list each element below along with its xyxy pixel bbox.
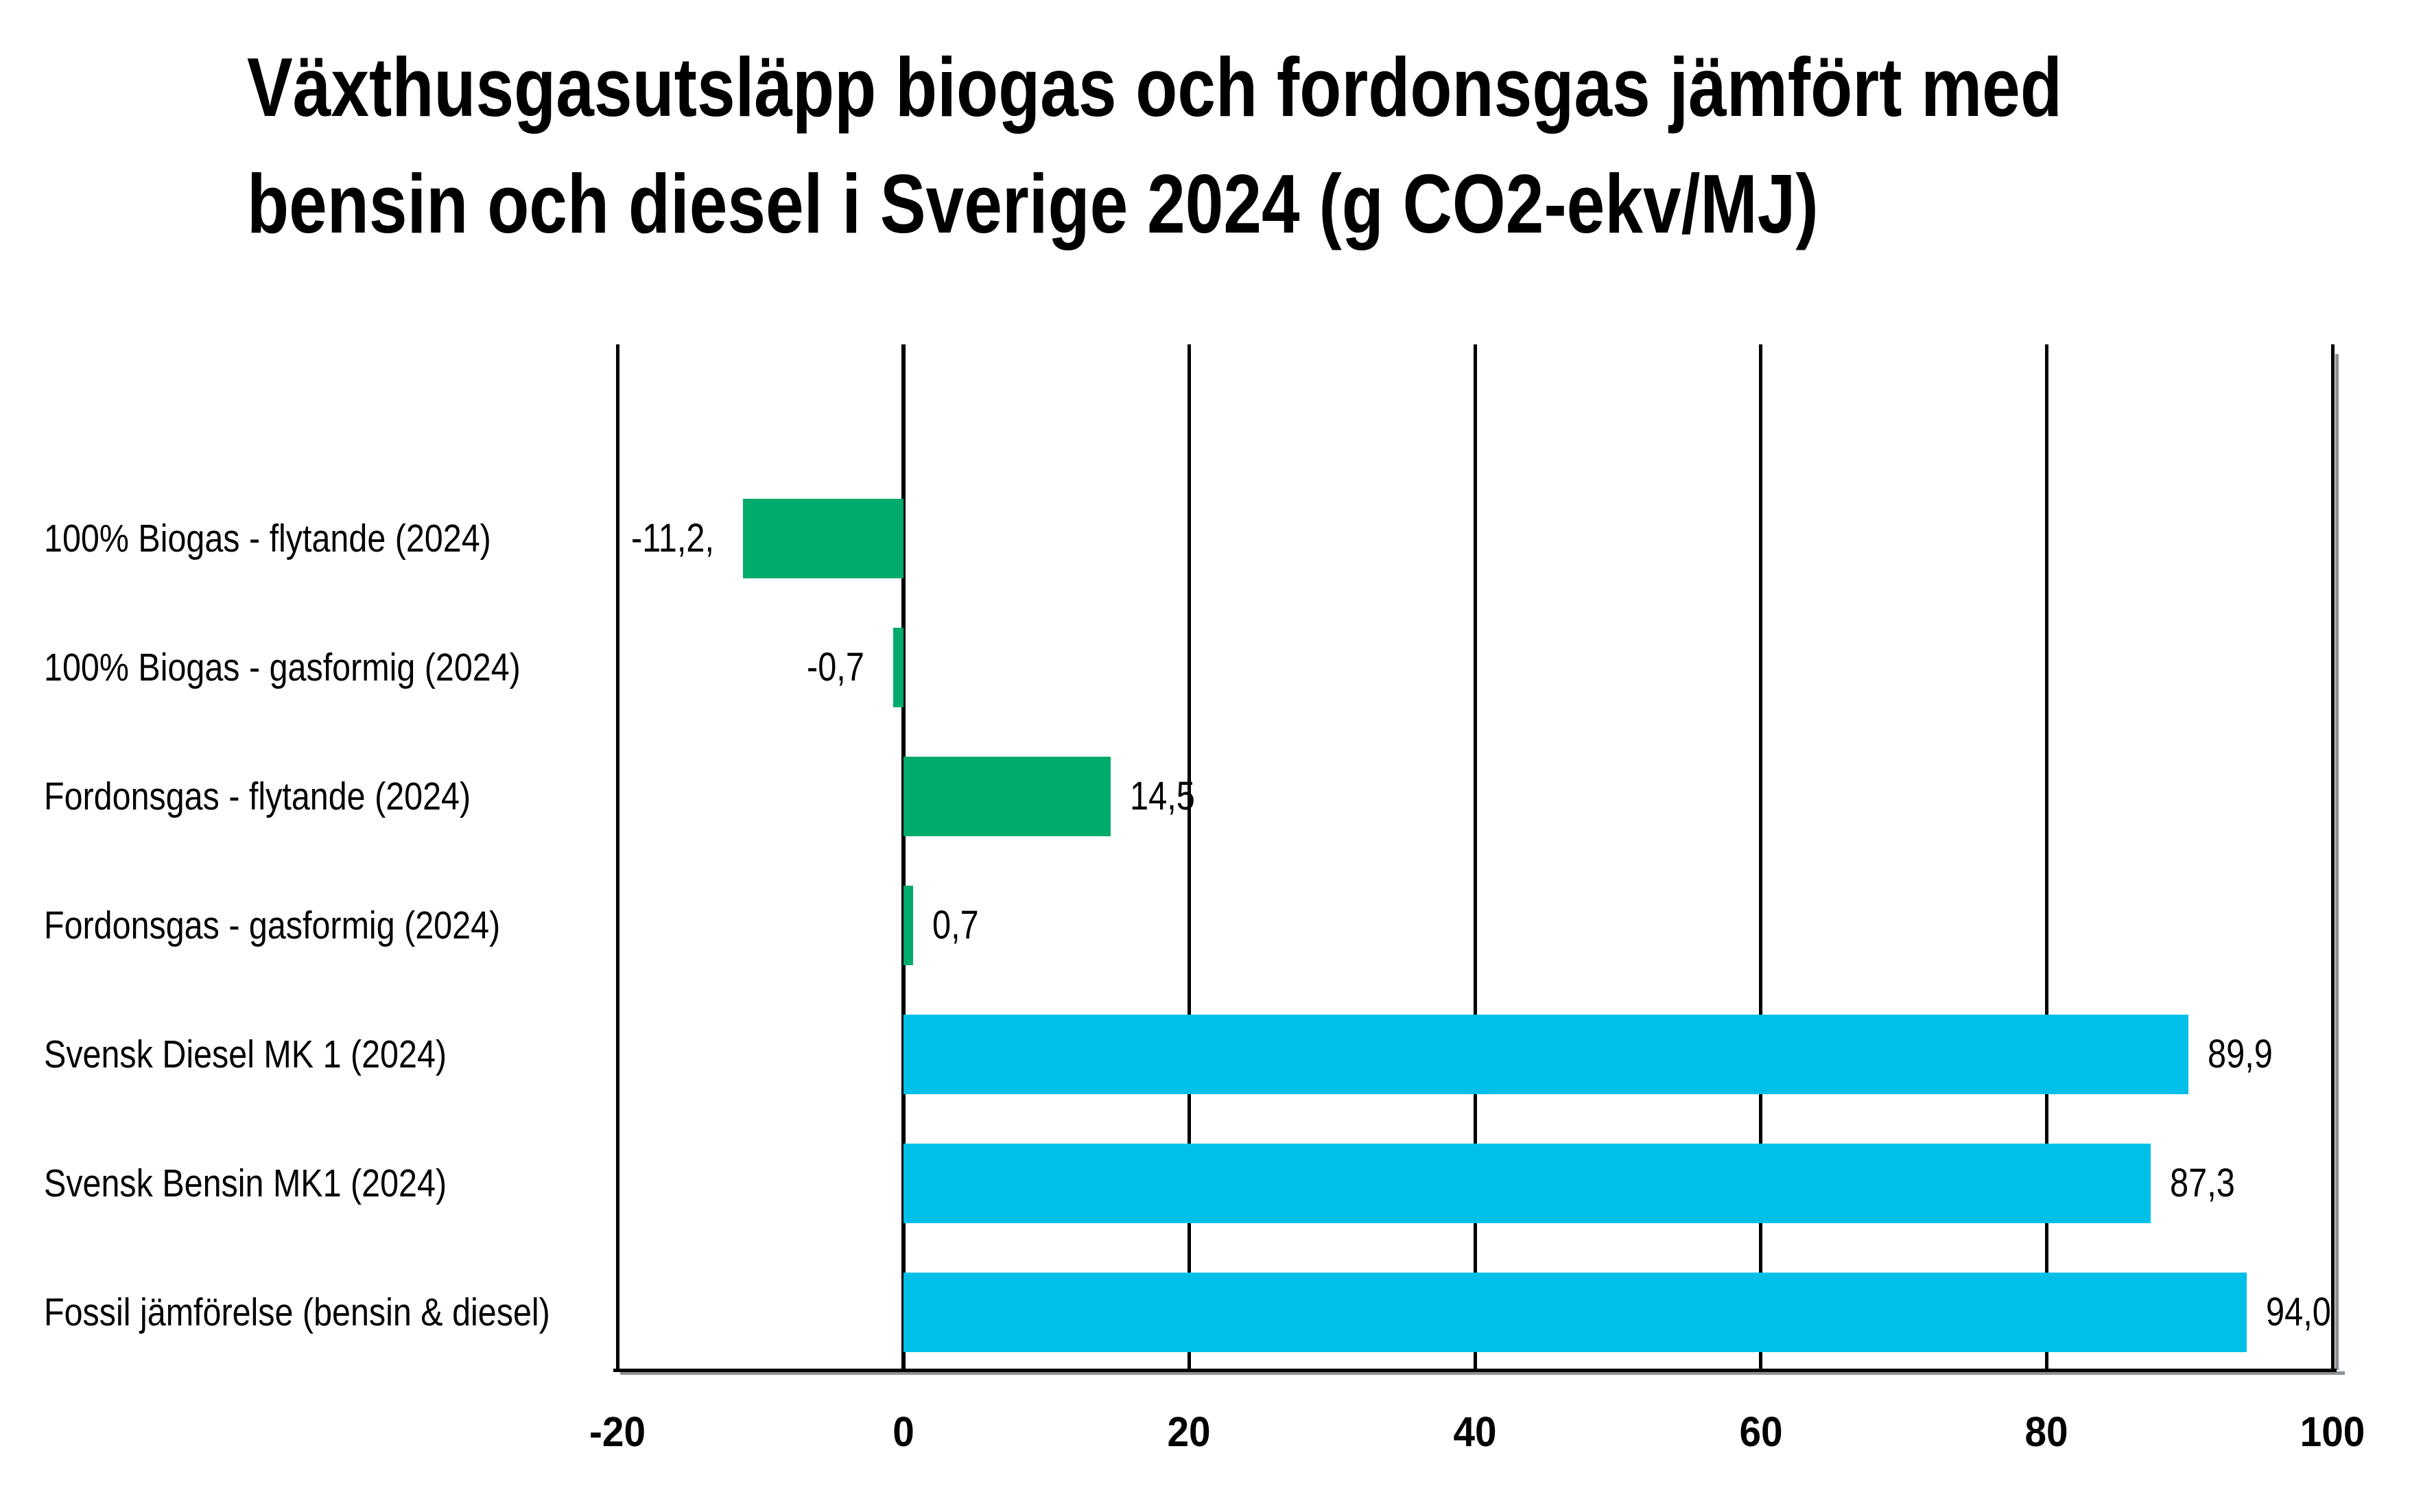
x-axis-shadow: [620, 1371, 2345, 1375]
x-tick-label: 100: [2300, 1408, 2365, 1455]
category-label: Svensk Diesel MK 1 (2024): [44, 1032, 447, 1076]
bar-value-label: 0,7: [932, 903, 979, 947]
bar: [903, 886, 914, 965]
bar: [743, 499, 903, 578]
bar-value-label: -0,7: [807, 645, 865, 689]
gridline: [2330, 344, 2335, 1370]
chart-title-line-2: bensin och diesel i Sverige 2024 (g CO2-…: [247, 157, 1819, 250]
bar-value-label: 14,5: [1129, 774, 1195, 818]
x-tick-label: 60: [1739, 1408, 1783, 1455]
x-tick-label: 80: [2024, 1408, 2068, 1455]
bar-value-label: 89,9: [2207, 1032, 2273, 1076]
bar: [903, 1015, 2188, 1094]
category-label: Fordonsgas - flytande (2024): [44, 775, 471, 818]
gridline: [1187, 344, 1191, 1370]
gridline: [615, 344, 619, 1370]
bar-value-label: 94,0: [2266, 1290, 2331, 1334]
bar: [893, 628, 903, 707]
category-label: Svensk Bensin MK1 (2024): [44, 1161, 447, 1205]
gridline: [2044, 344, 2048, 1370]
category-label: 100% Biogas - flytande (2024): [44, 517, 491, 560]
bar-value-label: 87,3: [2170, 1161, 2236, 1205]
x-tick-label: 0: [892, 1408, 914, 1455]
gridline: [1759, 344, 1763, 1370]
bar: [903, 757, 1111, 836]
zero-axis-line: [901, 344, 906, 1370]
category-label: Fossil jämförelse (bensin & diesel): [44, 1290, 550, 1334]
x-tick-label: 40: [1453, 1408, 1497, 1455]
chart-title-line-1: Växthusgasutsläpp biogas och fordonsgas …: [247, 40, 2062, 134]
bar: [903, 1273, 2247, 1352]
x-tick-label: 20: [1167, 1408, 1211, 1455]
category-label: 100% Biogas - gasformig (2024): [44, 646, 521, 689]
x-tick-label: -20: [589, 1408, 646, 1455]
x-axis-line: [613, 1369, 2337, 1372]
category-label: Fordonsgas - gasformig (2024): [44, 903, 501, 947]
bar: [903, 1144, 2151, 1223]
bar-value-label: -11,2,: [631, 516, 715, 560]
plot-right-shadow: [2335, 354, 2339, 1370]
gridline: [1473, 344, 1477, 1370]
